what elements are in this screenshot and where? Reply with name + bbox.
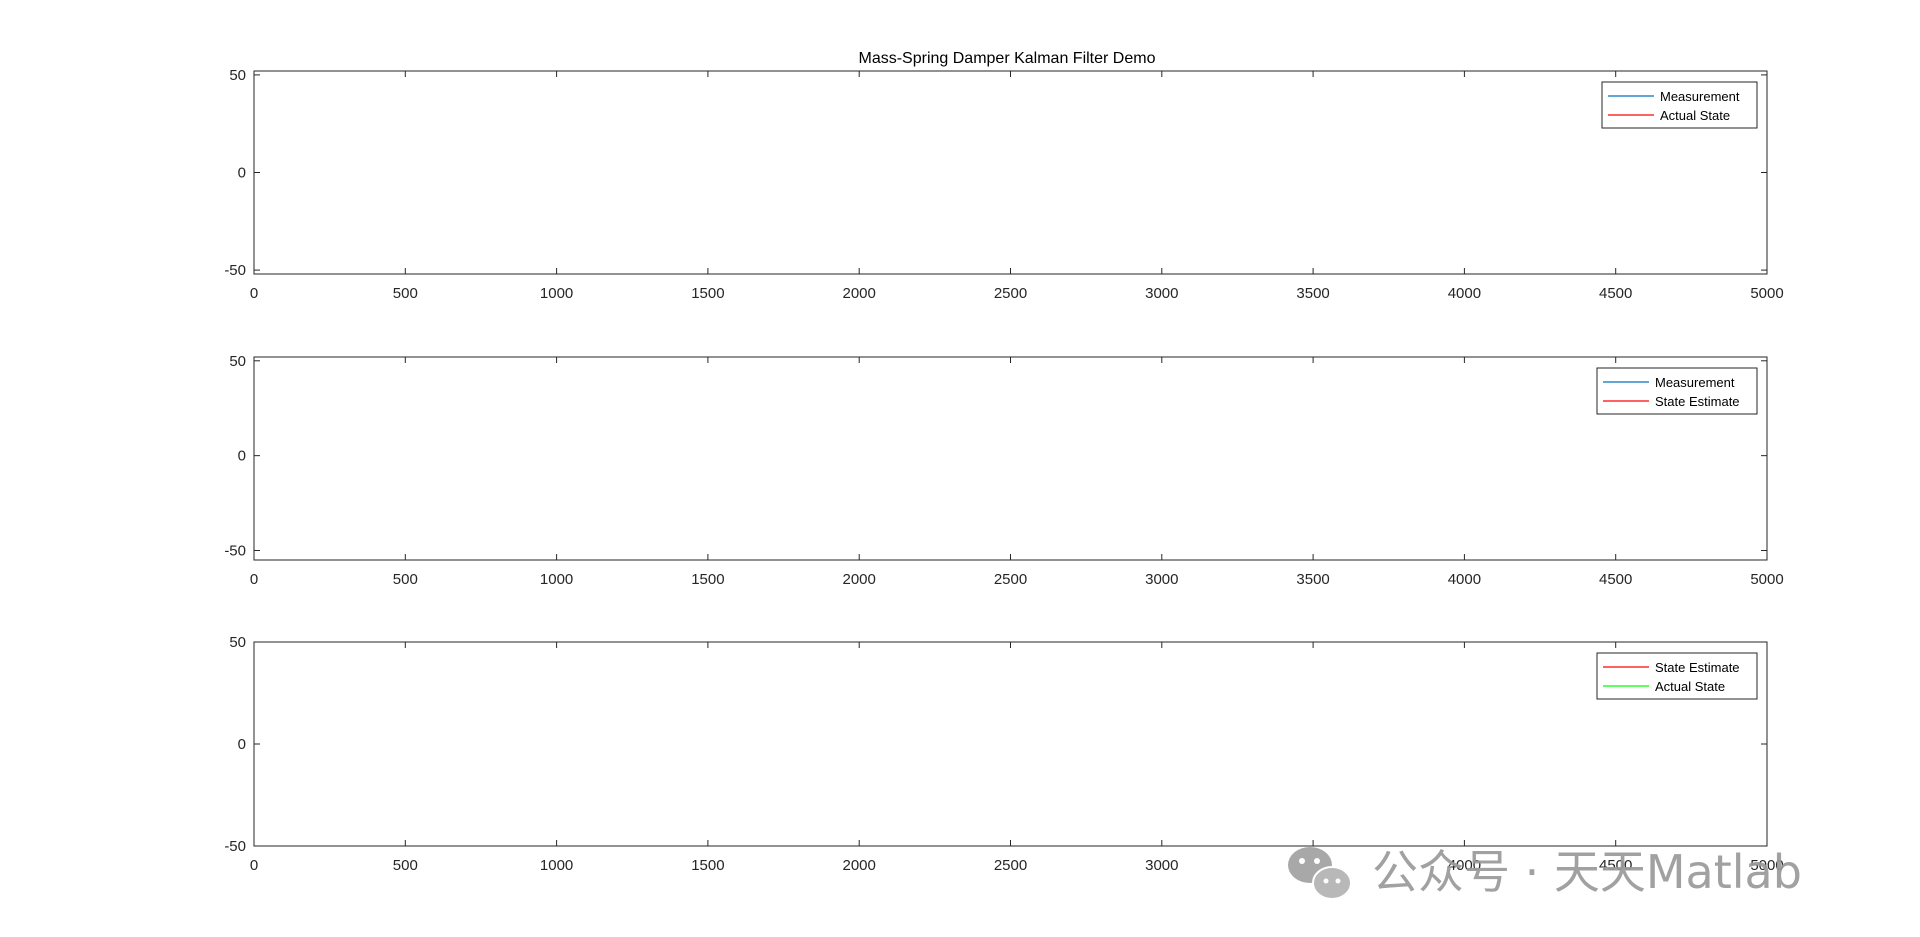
y-tick-label: 0 [238,165,246,182]
x-tick-label: 3000 [1145,571,1178,588]
x-tick-label: 5000 [1750,571,1783,588]
y-tick-label: 50 [229,634,246,651]
axes-box [253,641,1768,847]
legend: State Estimate Actual State [1596,652,1758,700]
x-tick-label: 0 [250,285,258,302]
x-tick-label: 2500 [994,571,1027,588]
y-tick-label: 50 [229,67,246,84]
subplot-2: 0 500 1000 1500 2000 2500 3000 3500 4000 4500 5000… [224,353,1783,588]
x-tick-label: 2000 [843,857,876,874]
x-tick-label: 1000 [540,285,573,302]
x-tick-label: 1000 [540,571,573,588]
y-tick-label: 0 [238,736,246,753]
legend-label: Actual State [1655,679,1725,694]
x-tick-label: 500 [393,571,418,588]
x-tick-label: 1000 [540,857,573,874]
x-tick-label: 4000 [1448,857,1481,874]
x-tick-label: 0 [250,857,258,874]
legend-label: State Estimate [1655,394,1740,409]
x-tick-label: 1500 [691,285,724,302]
figure-title: Mass-Spring Damper Kalman Filter Demo [859,50,1156,67]
x-tick-label: 500 [393,285,418,302]
legend-box [1601,81,1758,129]
legend-box [1596,652,1758,700]
x-tick-label: 3000 [1145,285,1178,302]
x-tick-label: 3500 [1296,571,1329,588]
x-tick-label: 4000 [1448,285,1481,302]
x-tick-label: 1500 [691,857,724,874]
legend-label: Actual State [1660,108,1730,123]
y-tick-label: 50 [229,353,246,370]
x-tick-label: 4000 [1448,571,1481,588]
legend-label: Measurement [1660,89,1740,104]
axes-box [253,70,1768,275]
legend: Measurement State Estimate [1596,367,1758,415]
x-tick-label: 2000 [843,285,876,302]
x-tick-label: 4500 [1599,285,1632,302]
wechat-icon [1288,847,1352,900]
x-tick-label: 4500 [1599,571,1632,588]
x-tick-label: 3500 [1296,285,1329,302]
subplot-3: 0500100015002000250030003500400045005000… [224,634,1783,874]
y-tick-label: 0 [238,448,246,465]
y-tick-label: -50 [224,543,246,560]
x-tick-label: 1500 [691,571,724,588]
x-tick-label: 5000 [1750,857,1783,874]
subplot-1: 0 500 1000 1500 2000 2500 3000 3500 4000 4500 5000… [224,67,1783,302]
x-tick-label: 4500 [1599,857,1632,874]
y-tick-label: -50 [224,262,246,279]
x-tick-label: 5000 [1750,285,1783,302]
legend-box [1596,367,1758,415]
legend-label: State Estimate [1655,660,1740,675]
legend: Measurement Actual State [1601,81,1758,129]
watermark: 公众号 · 天天Matlab [1288,845,1802,900]
x-tick-label: 3000 [1145,857,1178,874]
x-tick-label: 2500 [994,857,1027,874]
x-tick-label: 2500 [994,285,1027,302]
x-tick-label: 500 [393,857,418,874]
x-tick-label: 0 [250,571,258,588]
axes-box [253,356,1768,561]
watermark-text: 公众号 · 天天Matlab [1372,845,1802,899]
x-tick-label: 2000 [843,571,876,588]
y-tick-label: -50 [224,838,246,855]
legend-label: Measurement [1655,375,1735,390]
